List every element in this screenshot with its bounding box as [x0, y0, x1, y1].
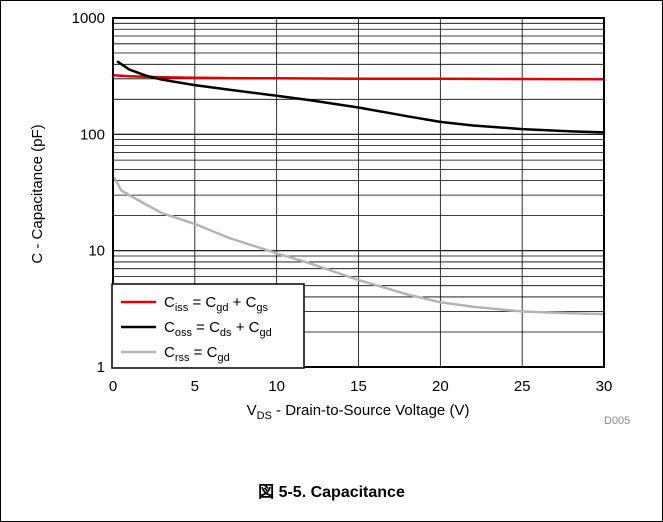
x-axis-label-main: V	[247, 402, 257, 419]
y-tick-label: 1	[97, 359, 105, 376]
y-tick-label: 1000	[72, 10, 105, 27]
y-tick-label: 100	[80, 126, 105, 143]
y-axis-label: C - Capacitance (pF)	[29, 124, 46, 263]
x-tick-label: 10	[268, 378, 285, 395]
x-tick-label: 15	[350, 378, 367, 395]
series-line-coss	[116, 60, 606, 134]
x-tick-label: 0	[109, 378, 117, 395]
x-axis-label-sub: DS	[257, 410, 272, 422]
legend: Ciss = Cgd + Cgs Coss = Cds + Cgd Crss = C…	[111, 283, 305, 369]
series-line-ciss	[111, 74, 606, 81]
legend-label-crss: Crss = Cgd	[164, 344, 230, 364]
plot-border	[112, 17, 605, 368]
x-axis-label: VDS - Drain-to-Source Voltage (V)	[247, 402, 470, 422]
capacitance-chart: 0 5 10 15 20 25 30 1 10 100 1000 C - Capacitance (…	[29, 10, 630, 427]
legend-label-coss: Coss = Cds + Cgd	[164, 319, 272, 339]
legend-label-ciss: Ciss = Cgd + Cgs	[164, 294, 269, 314]
grid	[113, 18, 604, 367]
series-lines	[111, 60, 606, 316]
x-axis-label-rest: - Drain-to-Source Voltage (V)	[272, 402, 470, 419]
y-tick-label: 10	[88, 243, 105, 260]
figure-caption: 図 5-5. Capacitance	[258, 484, 405, 501]
x-tick-label: 25	[514, 378, 531, 395]
x-tick-label: 20	[432, 378, 449, 395]
source-id: D005	[604, 415, 630, 427]
series-line-crss	[113, 176, 606, 316]
x-tick-label: 5	[191, 378, 199, 395]
tick-labels: 0 5 10 15 20 25 30 1 10 100 1000	[72, 10, 613, 395]
x-tick-label: 30	[596, 378, 613, 395]
